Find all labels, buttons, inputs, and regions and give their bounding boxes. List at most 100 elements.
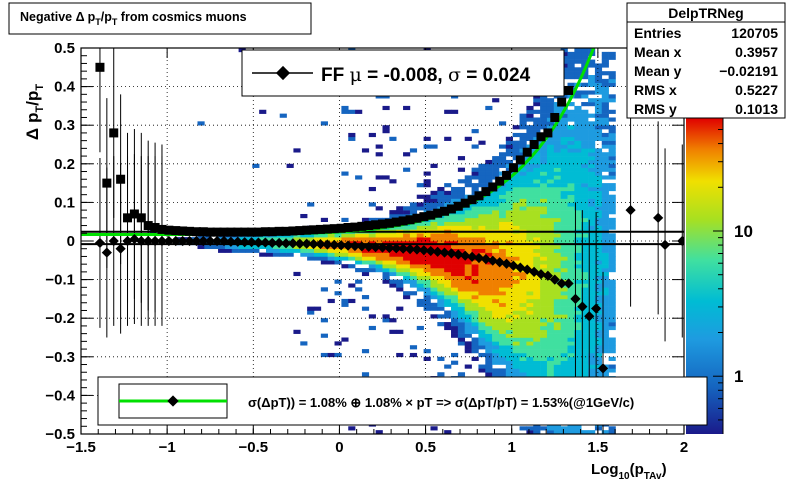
- heatmap-cell: [574, 248, 582, 253]
- heatmap-cell: [533, 252, 541, 257]
- heatmap-cell: [334, 341, 342, 346]
- heatmap-cell: [608, 430, 616, 434]
- heatmap-cell: [581, 125, 589, 130]
- heatmap-cell: [588, 78, 596, 84]
- heatmap-cell: [526, 295, 534, 300]
- heatmap-cell: [464, 349, 472, 354]
- heatmap-cell: [601, 59, 609, 64]
- heatmap-cell: [533, 109, 541, 114]
- heatmap-cell: [341, 337, 349, 342]
- heatmap-cell: [348, 264, 356, 269]
- heatmap-cell: [519, 171, 527, 176]
- heatmap-cell: [588, 287, 596, 292]
- heatmap-cell: [581, 51, 589, 57]
- heatmap-cell: [519, 368, 527, 373]
- heatmap-cell: [505, 287, 513, 292]
- heatmap-cell: [588, 183, 596, 188]
- heatmap-cell: [519, 318, 527, 323]
- rms-point: [543, 128, 553, 138]
- heatmap-cell: [519, 360, 527, 365]
- heatmap-cell: [396, 283, 404, 288]
- heatmap-cell: [594, 364, 603, 369]
- heatmap-cell: [608, 426, 616, 431]
- heatmap-cell: [560, 129, 568, 134]
- heatmap-cell: [389, 213, 397, 219]
- heatmap-cell: [471, 325, 479, 331]
- heatmap-cell: [519, 225, 527, 230]
- heatmap-cell: [567, 233, 575, 238]
- heatmap-cell: [574, 210, 582, 215]
- heatmap-cell: [382, 241, 390, 246]
- mean-point: [177, 235, 188, 247]
- heatmap-cell: [567, 275, 575, 280]
- heatmap-cell: [437, 217, 445, 222]
- heatmap-cell: [430, 306, 438, 311]
- heatmap-cell: [608, 171, 616, 176]
- heatmap-cell: [526, 271, 534, 277]
- heatmap-cell: [457, 298, 466, 304]
- heatmap-cell: [581, 163, 589, 168]
- heatmap-cell: [396, 279, 404, 284]
- stats-name: DelpTRNeg: [668, 5, 743, 21]
- heatmap-cell: [416, 221, 424, 226]
- heatmap-cell: [594, 152, 603, 157]
- heatmap-cell: [519, 295, 527, 300]
- heatmap-cell: [320, 260, 328, 265]
- heatmap-cell: [389, 179, 397, 184]
- heatmap-cell: [553, 109, 561, 114]
- heatmap-cell: [581, 256, 589, 261]
- heatmap-cell: [334, 252, 342, 257]
- heatmap-cell: [581, 94, 589, 99]
- heatmap-cell: [505, 241, 513, 246]
- heatmap-cell: [540, 117, 548, 122]
- heatmap-cell: [512, 356, 520, 361]
- heatmap-cell: [526, 225, 534, 230]
- heatmap-cell: [519, 302, 527, 307]
- heatmap-cell: [444, 241, 452, 246]
- heatmap-cell: [540, 306, 548, 311]
- heatmap-cell: [560, 345, 568, 350]
- heatmap-cell: [533, 248, 541, 253]
- heatmap-cell: [567, 136, 575, 141]
- heatmap-cell: [601, 252, 609, 257]
- heatmap-cell: [588, 98, 596, 103]
- heatmap-cell: [423, 298, 431, 304]
- heatmap-cell: [505, 217, 513, 222]
- heatmap-cell: [567, 171, 575, 176]
- heatmap-cell: [485, 225, 493, 230]
- heatmap-cell: [505, 295, 513, 300]
- heatmap-cell: [437, 372, 445, 377]
- heatmap-cell: [300, 248, 308, 253]
- heatmap-cell: [581, 55, 589, 60]
- heatmap-cell: [533, 98, 541, 103]
- heatmap-cell: [594, 67, 603, 72]
- heatmap-cell: [492, 159, 500, 165]
- heatmap-cell: [533, 275, 541, 280]
- heatmap-cell: [533, 117, 541, 122]
- heatmap-cell: [601, 117, 609, 122]
- heatmap-cell: [533, 372, 541, 377]
- heatmap-cell: [540, 275, 548, 280]
- heatmap-cell: [498, 194, 507, 199]
- heatmap-cell: [457, 256, 466, 261]
- heatmap-cell: [581, 364, 589, 369]
- heatmap-cell: [553, 322, 561, 327]
- heatmap-cell: [512, 310, 520, 315]
- heatmap-cell: [567, 194, 575, 199]
- heatmap-cell: [361, 241, 370, 246]
- heatmap-cell: [601, 63, 609, 68]
- heatmap-cell: [505, 252, 513, 257]
- heatmap-cell: [581, 337, 589, 342]
- heatmap-cell: [608, 117, 616, 122]
- heatmap-cell: [553, 244, 561, 250]
- heatmap-cell: [560, 132, 568, 138]
- heatmap-cell: [512, 260, 520, 265]
- heatmap-cell: [608, 341, 616, 346]
- heatmap-cell: [588, 333, 596, 338]
- heatmap-cell: [574, 279, 582, 284]
- heatmap-cell: [574, 175, 582, 180]
- heatmap-cell: [560, 171, 568, 176]
- heatmap-cell: [601, 337, 609, 342]
- x-tick-label: 0.5: [415, 439, 436, 456]
- heatmap-cell: [574, 430, 582, 434]
